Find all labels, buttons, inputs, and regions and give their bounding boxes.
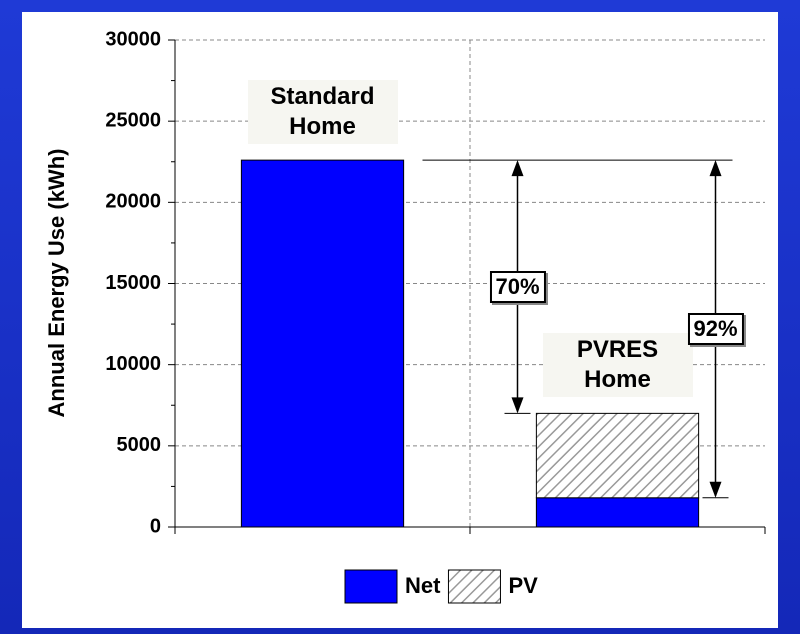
arrow-head: [709, 481, 722, 498]
y-tick-label: 15000: [105, 272, 161, 294]
y-tick-label: 10000: [105, 353, 161, 375]
y-tick-label: 0: [150, 515, 161, 537]
legend-swatch: [447, 569, 501, 604]
legend-label: PV: [508, 573, 538, 598]
y-tick-label: 25000: [105, 109, 161, 131]
legend-label: Net: [405, 573, 441, 598]
y-tick-label: 20000: [105, 191, 161, 213]
category-label: Standard Home: [247, 80, 398, 145]
y-tick-label: 30000: [105, 28, 161, 50]
legend-swatch: [344, 569, 398, 604]
annotation: 70%: [489, 270, 546, 303]
bar-segment: [535, 497, 700, 528]
arrow-head: [511, 160, 524, 177]
arrow-head: [709, 160, 722, 177]
annotation: 92%: [687, 312, 744, 345]
bar-segment: [240, 159, 405, 528]
bar-segment: [535, 412, 700, 499]
arrow-head: [511, 397, 524, 414]
y-tick-label: 5000: [117, 434, 162, 456]
y-axis-label: Annual Energy Use (kWh): [44, 149, 69, 418]
category-label: PVRES Home: [542, 333, 693, 398]
